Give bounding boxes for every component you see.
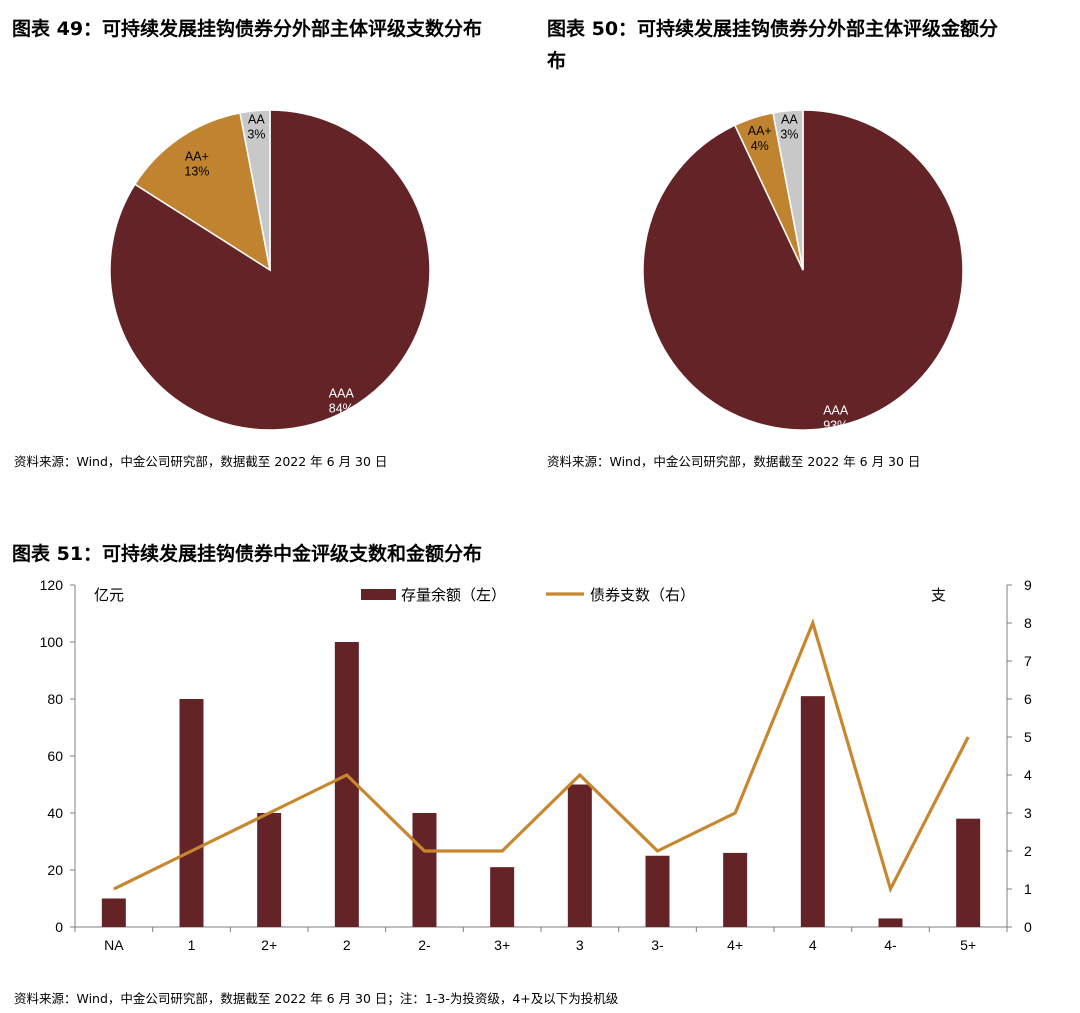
fig50-slice-pct-aaa: 93% bbox=[823, 418, 848, 432]
left-tick-label: 80 bbox=[47, 691, 63, 707]
x-tick-label-2-minus: 2- bbox=[418, 937, 431, 953]
left-tick-label: 0 bbox=[55, 919, 63, 935]
fig50-slice-pct-aa: 3% bbox=[780, 128, 798, 142]
x-tick-label-4-minus: 4- bbox=[884, 937, 897, 953]
bar-4 bbox=[800, 696, 825, 927]
bar-3-plus bbox=[490, 867, 515, 927]
x-tick-label-5-plus: 5+ bbox=[960, 937, 976, 953]
right-tick-label: 4 bbox=[1024, 767, 1032, 783]
fig50-title-line1: 图表 50：可持续发展挂钩债券分外部主体评级金额分 bbox=[547, 18, 999, 40]
right-tick-label: 0 bbox=[1024, 919, 1032, 935]
left-tick-label: 100 bbox=[40, 634, 64, 650]
left-axis-unit: 亿元 bbox=[94, 587, 124, 604]
bar-4-minus bbox=[878, 918, 903, 927]
fig50-slice-label-aaa: AAA bbox=[823, 403, 849, 417]
line-series-bond-count bbox=[113, 618, 970, 894]
fig49-slice-aa bbox=[239, 109, 271, 271]
right-axis-unit: 支 bbox=[931, 587, 946, 604]
bar-4-plus bbox=[723, 852, 748, 927]
fig49-slice-pct-aa: 3% bbox=[247, 128, 265, 142]
fig50-title-line2: 布 bbox=[547, 50, 567, 72]
bar-2-minus bbox=[412, 813, 437, 927]
fig49-slice-label-aaa: AAA bbox=[329, 387, 355, 401]
fig49-source: 资料来源：Wind，中金公司研究部，数据截至 2022 年 6 月 30 日 bbox=[14, 454, 388, 469]
right-tick-label: 7 bbox=[1024, 653, 1032, 669]
bar-5-plus bbox=[956, 818, 981, 927]
x-tick-label-na: NA bbox=[104, 937, 124, 953]
legend-label-count: 债券支数（右） bbox=[590, 587, 695, 604]
bar-3-minus bbox=[645, 855, 670, 927]
bar-1 bbox=[179, 699, 204, 927]
right-tick-label: 6 bbox=[1024, 691, 1032, 707]
left-tick-label: 120 bbox=[40, 577, 64, 593]
fig50-slice-aa bbox=[772, 109, 804, 271]
x-tick-label-1: 1 bbox=[188, 937, 196, 953]
fig50-slice-label-aa: AA bbox=[781, 113, 798, 127]
x-tick-label-3-minus: 3- bbox=[651, 937, 664, 953]
fig49-title: 图表 49：可持续发展挂钩债券分外部主体评级支数分布 bbox=[12, 18, 483, 40]
right-tick-label: 5 bbox=[1024, 729, 1032, 745]
x-tick-label-4-plus: 4+ bbox=[727, 937, 743, 953]
fig49-slice-label-aa-plus: AA+ bbox=[185, 149, 209, 163]
fig50-source: 资料来源：Wind，中金公司研究部，数据截至 2022 年 6 月 30 日 bbox=[547, 454, 921, 469]
legend-label-balance: 存量余额（左） bbox=[401, 586, 506, 604]
bar-3 bbox=[567, 784, 592, 927]
x-tick-label-3: 3 bbox=[576, 937, 584, 953]
fig49-slice-aa-plus bbox=[133, 111, 272, 272]
bar-na bbox=[101, 898, 126, 927]
right-tick-label: 2 bbox=[1024, 843, 1032, 859]
fig51-source: 资料来源：Wind，中金公司研究部，数据截至 2022 年 6 月 30 日；注… bbox=[14, 991, 619, 1006]
right-tick-label: 1 bbox=[1024, 881, 1032, 897]
x-tick-label-4: 4 bbox=[809, 937, 817, 953]
right-tick-label: 8 bbox=[1024, 615, 1032, 631]
fig51-title: 图表 51：可持续发展挂钩债券中金评级支数和金额分布 bbox=[12, 543, 483, 565]
fig49-slice-pct-aaa: 84% bbox=[329, 402, 354, 416]
legend-swatch-balance bbox=[361, 589, 396, 600]
fig50-slice-pct-aa-plus: 4% bbox=[751, 139, 769, 153]
left-tick-label: 60 bbox=[47, 748, 63, 764]
left-tick-label: 20 bbox=[47, 862, 63, 878]
fig49-slice-label-aa: AA bbox=[248, 113, 265, 127]
x-tick-label-3-plus: 3+ bbox=[494, 937, 510, 953]
fig50-slice-label-aa-plus: AA+ bbox=[748, 124, 772, 138]
left-tick-label: 40 bbox=[47, 805, 63, 821]
bar-2-plus bbox=[257, 813, 282, 927]
bar-line-chart-fig51: 0 20 40 60 80 100 120 0 1 2 3 4 5 6 7 8 9 NA 1 2+ 2 2- 3+ 3 3- 4+… bbox=[40, 577, 1032, 953]
x-tick-label-2-plus: 2+ bbox=[261, 937, 277, 953]
right-tick-label: 3 bbox=[1024, 805, 1032, 821]
x-tick-label-2: 2 bbox=[343, 937, 351, 953]
fig49-slice-pct-aa-plus: 13% bbox=[184, 164, 209, 178]
right-tick-label: 9 bbox=[1024, 577, 1032, 593]
